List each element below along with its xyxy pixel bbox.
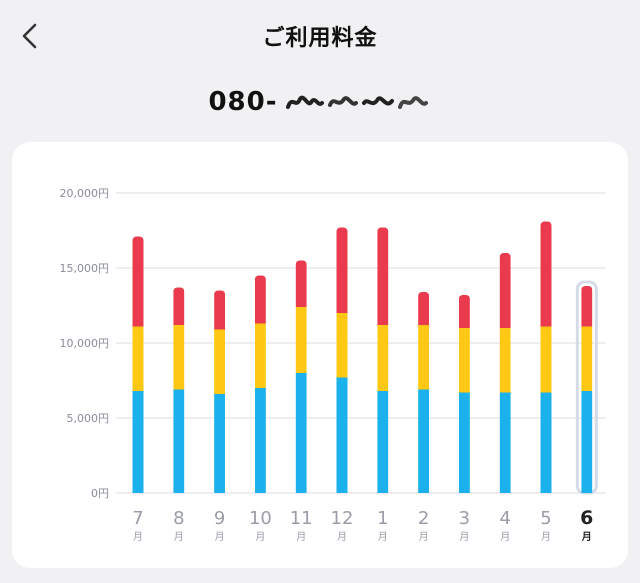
- x-tick-label: 8: [173, 508, 184, 529]
- bar-stack: [295, 260, 307, 493]
- y-tick-label: 10,000円: [60, 337, 110, 350]
- bar-month-4[interactable]: [499, 253, 511, 493]
- bar-stack: [173, 287, 185, 493]
- phone-number: 080-: [0, 80, 640, 124]
- bar-segment-2: [336, 227, 348, 313]
- bar-segment-1: [336, 313, 348, 378]
- back-button[interactable]: [10, 16, 50, 56]
- y-tick-label: 15,000円: [60, 262, 110, 275]
- bar-segment-0: [173, 389, 185, 493]
- x-tick-suffix: 月: [419, 531, 429, 543]
- bar-segment-0: [581, 391, 593, 493]
- bar-segment-0: [295, 373, 307, 493]
- x-tick-suffix: 月: [296, 531, 306, 543]
- bar-segment-0: [540, 392, 552, 493]
- bar-segment-2: [499, 253, 511, 328]
- bar-segment-0: [418, 389, 430, 493]
- x-tick-label: 1: [377, 508, 388, 529]
- chevron-left-icon: [22, 23, 37, 49]
- bar-segment-2: [214, 290, 226, 330]
- bar-month-12[interactable]: [336, 227, 348, 494]
- x-tick-label: 6: [580, 507, 593, 529]
- x-tick-suffix: 月: [500, 531, 510, 543]
- bar-segment-2: [173, 287, 185, 325]
- phone-number-masked: [281, 89, 432, 115]
- x-tick-label: 12: [331, 508, 354, 529]
- x-tick-label: 7: [132, 508, 143, 529]
- bar-segment-2: [581, 286, 593, 327]
- bar-segment-1: [214, 329, 226, 394]
- x-tick-suffix: 月: [541, 531, 551, 543]
- y-tick-label: 0円: [91, 487, 109, 500]
- bar-month-7[interactable]: [132, 236, 144, 494]
- bar-segment-0: [377, 391, 389, 493]
- bar-stack: [499, 253, 511, 493]
- navigation-bar: ご利用料金: [0, 0, 640, 74]
- bar-stack: [540, 221, 552, 493]
- bar-month-6[interactable]: [575, 280, 598, 495]
- x-tick-label: 3: [459, 508, 470, 529]
- x-tick-label: 5: [540, 508, 551, 529]
- bar-segment-2: [295, 260, 307, 307]
- bar-segment-1: [540, 326, 552, 393]
- bar-stack: [132, 236, 144, 493]
- x-tick-suffix: 月: [255, 531, 265, 543]
- bar-segment-2: [418, 292, 430, 325]
- bar-stack: [377, 227, 389, 493]
- bar-month-3[interactable]: [458, 295, 470, 493]
- x-tick-label: 2: [418, 508, 429, 529]
- bar-month-11[interactable]: [295, 260, 307, 494]
- bar-month-8[interactable]: [173, 287, 185, 494]
- x-tick-suffix: 月: [337, 531, 347, 543]
- bar-month-10[interactable]: [254, 275, 266, 494]
- bar-segment-0: [132, 391, 144, 493]
- bar-segment-1: [295, 307, 307, 373]
- bar-stack: [336, 227, 348, 493]
- bar-segment-0: [214, 394, 226, 493]
- usage-chart-card: 0円 5,000円 10,000円 15,000円 20,000円 7 月 8 月 9 月 10 月 11…: [12, 142, 628, 568]
- bar-segment-1: [418, 325, 430, 390]
- x-tick-suffix: 月: [215, 531, 225, 543]
- x-tick-suffix: 月: [174, 531, 184, 543]
- x-tick-suffix: 月: [581, 531, 592, 543]
- x-tick-label: 9: [214, 508, 225, 529]
- x-tick-label: 11: [290, 508, 313, 529]
- x-tick-suffix: 月: [133, 531, 143, 543]
- bar-segment-2: [458, 295, 470, 328]
- bar-segment-1: [377, 325, 389, 391]
- bar-segment-2: [377, 227, 389, 325]
- bar-segment-1: [458, 328, 470, 393]
- bar-segment-0: [458, 392, 470, 493]
- bar-segment-1: [499, 328, 511, 393]
- bar-segment-1: [254, 323, 266, 388]
- bar-stack: [581, 286, 593, 493]
- bar-segment-0: [254, 388, 266, 493]
- bar-month-9[interactable]: [214, 290, 226, 494]
- bar-segment-1: [173, 325, 185, 390]
- bar-month-5[interactable]: [540, 221, 552, 494]
- x-tick-suffix: 月: [459, 531, 469, 543]
- bar-stack: [254, 275, 266, 493]
- bar-stack: [214, 290, 226, 493]
- bar-segment-1: [581, 326, 593, 391]
- page-title: ご利用料金: [262, 26, 378, 51]
- bar-segment-2: [132, 236, 144, 327]
- phone-number-prefix: 080-: [208, 87, 278, 117]
- usage-bar-chart: 0円5,000円10,000円15,000円20,000円7月8月9月10月11…: [60, 187, 606, 543]
- bar-segment-2: [540, 221, 552, 327]
- bar-segment-0: [336, 377, 348, 493]
- bar-stack: [418, 292, 430, 493]
- x-tick-label: 4: [499, 508, 510, 529]
- x-tick-suffix: 月: [378, 531, 388, 543]
- bar-segment-2: [254, 275, 266, 324]
- bar-segment-1: [132, 326, 144, 391]
- y-tick-label: 20,000円: [60, 187, 110, 200]
- x-tick-label: 10: [249, 508, 272, 529]
- bar-stack: [458, 295, 470, 493]
- y-tick-label: 5,000円: [67, 412, 110, 425]
- bar-month-1[interactable]: [377, 227, 389, 494]
- bar-segment-0: [499, 392, 511, 493]
- bar-month-2[interactable]: [418, 292, 430, 493]
